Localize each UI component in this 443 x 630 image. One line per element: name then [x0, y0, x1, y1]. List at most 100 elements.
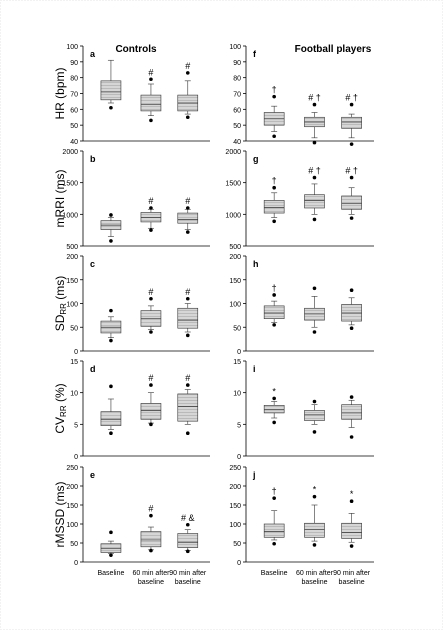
y-tick-label: 250 [66, 465, 78, 472]
outlier-point [272, 323, 276, 327]
y-tick-label: 100 [229, 44, 241, 51]
y-tick-label: 0 [74, 560, 78, 567]
outlier-point [349, 326, 354, 331]
panel-label: f [253, 49, 257, 59]
y-tick-label: 200 [66, 484, 78, 491]
significance-mark: # [148, 504, 153, 514]
panel-label: g [253, 154, 259, 164]
outlier-point [272, 185, 276, 190]
outlier-point [109, 431, 113, 436]
panel-label: i [253, 364, 256, 374]
y-axis-label-main: mRRI (ms) [53, 170, 67, 228]
y-axis-label: SDRR (ms) [53, 276, 68, 332]
y-tick-label: 15 [233, 359, 241, 366]
significance-mark: # [148, 287, 153, 297]
y-tick-label: 80 [233, 76, 241, 83]
y-tick-label: 0 [237, 454, 241, 461]
box [100, 543, 122, 553]
outlier-point [149, 77, 153, 82]
significance-mark: † [272, 176, 277, 186]
significance-mark: # [148, 67, 153, 77]
y-axis-label-tail: (%) [53, 383, 67, 405]
y-tick-label: 60 [70, 107, 78, 114]
panels-group: HR (bpm)405060708090100a##40506070809010… [53, 44, 374, 586]
y-tick-label: 40 [70, 139, 78, 146]
panel-label: j [252, 470, 256, 480]
outlier-point [272, 293, 276, 297]
y-tick-label: 60 [233, 107, 241, 114]
y-tick-label: 1500 [225, 181, 241, 188]
y-tick-label: 70 [233, 92, 241, 99]
outlier-point [349, 288, 354, 293]
outlier-point [149, 548, 153, 553]
box [341, 195, 362, 210]
panel-label: e [90, 470, 95, 480]
box [304, 410, 325, 421]
y-axis-label-sub: RR [59, 303, 68, 315]
outlier-point [185, 549, 190, 554]
panel-a: 40 50 60 70 80 90 100 a # # [66, 44, 210, 146]
x-tick-label: Baseline [98, 570, 125, 577]
outlier-point [272, 219, 276, 224]
box [100, 80, 122, 101]
y-tick-label: 200 [66, 254, 78, 261]
y-tick-label: 100 [66, 44, 78, 51]
outlier-point [149, 296, 153, 301]
y-tick-label: 2000 [62, 149, 78, 156]
panel-label: b [90, 154, 96, 164]
box [177, 307, 199, 329]
y-tick-label: 15 [70, 359, 78, 366]
box [140, 531, 162, 548]
outlier-point [272, 94, 276, 99]
outlier-point [109, 530, 113, 535]
significance-mark: # & [181, 513, 195, 523]
outlier-point [149, 118, 153, 123]
box [263, 405, 285, 414]
outlier-point [272, 541, 276, 546]
outlier-point [185, 206, 190, 210]
outlier-point [149, 206, 153, 210]
y-tick-label: 0 [237, 560, 241, 567]
y-tick-label: 100 [66, 522, 78, 529]
box [263, 200, 285, 214]
y-tick-label: 40 [233, 139, 241, 146]
outlier-point [272, 134, 276, 139]
significance-mark: # † [345, 93, 358, 103]
y-tick-label: 10 [70, 391, 78, 398]
box [341, 116, 362, 129]
panel-f: 40 50 60 70 80 90 100 f † # † # † [229, 44, 374, 146]
outlier-point [312, 543, 317, 547]
y-tick-label: 90 [233, 60, 241, 67]
panel-h: 0 50 100 150 200 h † [229, 254, 374, 356]
y-tick-label: 150 [229, 278, 241, 285]
y-axis-label-main: CV [53, 417, 67, 434]
y-tick-label: 1500 [62, 181, 78, 188]
y-axis-label: HR (bpm) [53, 67, 67, 119]
outlier-point [272, 496, 276, 500]
outlier-point [272, 396, 276, 401]
outlier-point [185, 431, 190, 436]
significance-mark: # [185, 287, 190, 297]
y-tick-label: 0 [237, 349, 241, 356]
outlier-point [349, 499, 354, 504]
box [263, 305, 285, 319]
significance-mark: † [272, 283, 277, 293]
y-axis-label-sub: RR [59, 405, 68, 417]
panel-label: h [253, 259, 259, 269]
significance-mark: † [272, 486, 277, 496]
significance-mark: # [148, 196, 153, 206]
outlier-point [349, 435, 354, 439]
significance-mark: # [148, 373, 153, 383]
y-axis-label: mRRI (ms) [53, 170, 67, 228]
outlier-point [312, 140, 317, 145]
x-tick-label: baseline [339, 579, 365, 586]
box [304, 194, 325, 209]
significance-mark: # † [308, 93, 321, 103]
y-tick-label: 50 [233, 325, 241, 332]
outlier-point [149, 330, 153, 334]
outlier-point [149, 422, 153, 427]
x-tick-label: 60 min after [132, 570, 170, 577]
y-tick-label: 1000 [225, 212, 241, 219]
panel-d: 0 5 10 15 d # # [70, 359, 210, 461]
